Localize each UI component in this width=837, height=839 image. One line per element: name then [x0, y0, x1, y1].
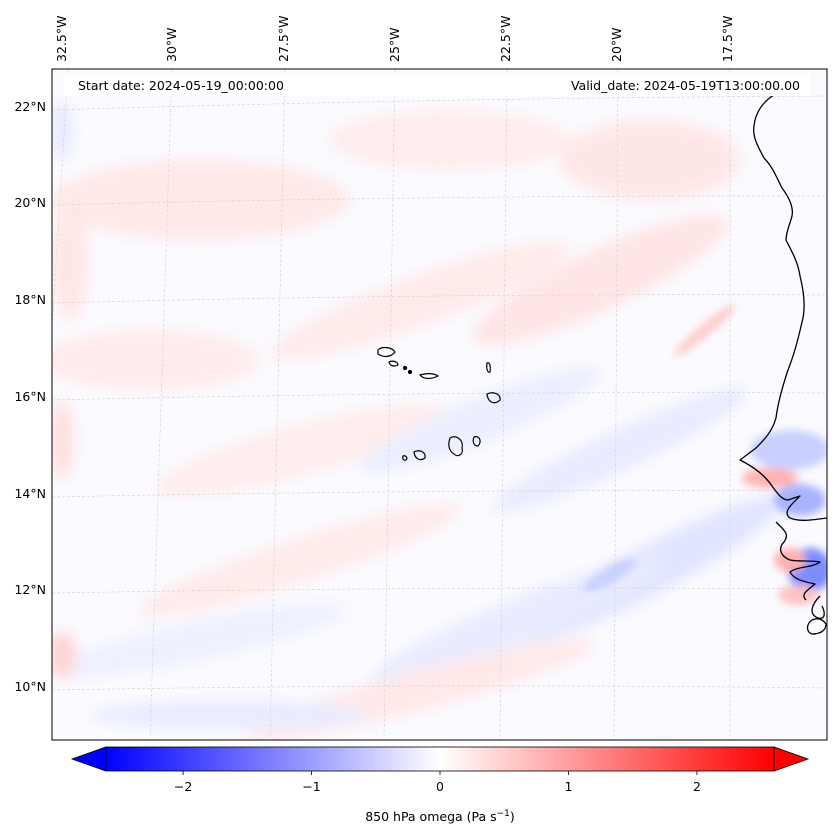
colorbar-tick-label: 2 — [693, 779, 701, 794]
valid-date: Valid_date: 2024-05-19T13:00:00.00 — [571, 78, 800, 93]
lat-label: 16°N — [14, 389, 46, 404]
start-date: Start date: 2024-05-19_00:00:00 — [78, 78, 284, 93]
cape-verde-islands — [377, 346, 501, 461]
lon-labels: 32.5°W 30°W 27.5°W 25°W 22.5°W 20°W 17.5… — [54, 16, 735, 62]
coastline — [739, 89, 827, 635]
lon-label: 32.5°W — [54, 16, 69, 62]
colorbar-extend-max — [773, 746, 810, 772]
lat-label: 18°N — [14, 292, 46, 307]
lon-label: 20°W — [609, 27, 624, 62]
colorbar-gradient — [105, 746, 775, 772]
colorbar-label: 850 hPa omega (Pa s−1) — [365, 809, 515, 824]
colorbar-ticks: −2 −1 0 1 2 — [174, 771, 701, 794]
lat-label: 12°N — [14, 582, 46, 597]
lon-label: 27.5°W — [276, 16, 291, 62]
lat-label: 10°N — [14, 679, 46, 694]
lon-label: 17.5°W — [720, 16, 735, 62]
omega-field — [52, 100, 827, 740]
map-frame — [51, 68, 828, 741]
lon-label: 25°W — [387, 27, 402, 62]
colorbar-tick-label: 0 — [436, 779, 444, 794]
colorbar-tick-label: −1 — [302, 779, 320, 794]
colorbar-extend-min — [70, 746, 107, 772]
lat-label: 14°N — [14, 486, 46, 501]
lat-label: 20°N — [14, 195, 46, 210]
lat-label: 22°N — [14, 99, 46, 114]
colorbar-tick-label: −2 — [174, 779, 192, 794]
date-label-bg — [64, 74, 810, 96]
colorbar-tick-label: 1 — [564, 779, 572, 794]
lat-labels: 22°N 20°N 18°N 16°N 14°N 12°N 10°N — [14, 99, 46, 694]
colorbar: −2 −1 0 1 2 850 hPa omega (Pa s−1) — [70, 746, 810, 824]
lon-label: 30°W — [164, 27, 179, 62]
gridlines — [52, 69, 827, 740]
lon-label: 22.5°W — [498, 16, 513, 62]
